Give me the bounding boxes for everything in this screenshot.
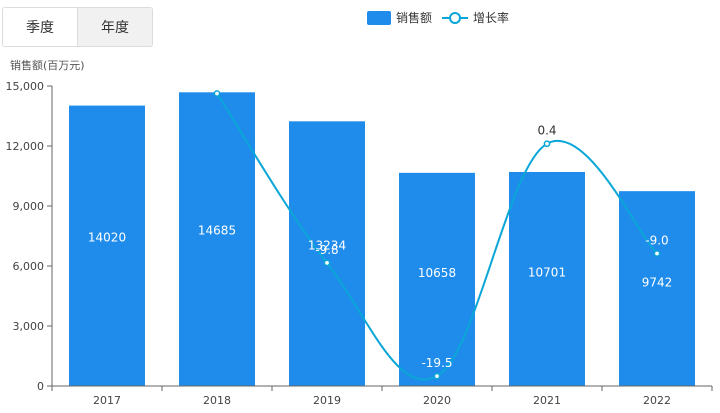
x-axis: 2017 2018 2019 2020 2021 2022 — [51, 385, 713, 407]
bar-value-label: 10701 — [528, 266, 566, 280]
bar-2018 — [179, 92, 255, 387]
bar-value-label: 10658 — [418, 266, 456, 280]
bar-2022 — [619, 191, 695, 386]
y-tick-label: 0 — [37, 380, 44, 393]
y-tick-label: 3,000 — [13, 320, 45, 333]
bar-value-label: 13234 — [308, 239, 346, 253]
growth-point-2021 — [543, 140, 551, 148]
growth-value-label: -9.0 — [645, 234, 668, 248]
y-tick-label: 12,000 — [6, 140, 45, 153]
growth-value-label: -9.8 — [315, 243, 338, 257]
legend-swatch-sales — [367, 11, 391, 25]
period-tabs: 季度 年度 — [2, 7, 153, 47]
growth-point-2020 — [433, 372, 441, 380]
growth-value-label: 4.7 — [207, 74, 226, 88]
bar-value-label: 9742 — [642, 276, 673, 290]
y-tick-label: 15,000 — [6, 80, 45, 93]
legend-marker-growth — [449, 12, 461, 24]
growth-point-2018 — [213, 90, 221, 97]
legend: 销售额 增长率 — [367, 10, 509, 25]
growth-point-2022 — [653, 250, 661, 257]
legend-label-sales[interactable]: 销售额 — [396, 10, 432, 25]
bar-value-label: 14685 — [198, 223, 236, 237]
bar-2017 — [69, 105, 145, 386]
bar-2020 — [399, 172, 475, 386]
x-tick-label: 2018 — [203, 394, 231, 407]
x-tick-label: 2017 — [93, 394, 121, 407]
x-tick-label: 2020 — [423, 394, 451, 407]
growth-line — [213, 90, 661, 381]
bar-value-label: 14020 — [88, 230, 126, 244]
tab-year[interactable]: 年度 — [77, 8, 152, 46]
x-tick-label: 2019 — [313, 394, 341, 407]
growth-value-label: -19.5 — [421, 356, 452, 370]
legend-label-growth[interactable]: 增长率 — [473, 10, 509, 25]
y-tick-label: 9,000 — [13, 200, 45, 213]
y-axis: 0 3,000 6,000 9,000 12,000 15,000 — [6, 80, 53, 393]
tab-quarter[interactable]: 季度 — [3, 8, 77, 46]
y-tick-label: 6,000 — [13, 260, 45, 273]
bars — [69, 92, 695, 387]
growth-point-2019 — [323, 259, 331, 267]
growth-value-label: 0.4 — [537, 124, 556, 138]
y-axis-label: 销售额(百万元) — [10, 58, 85, 72]
x-tick-label: 2021 — [533, 394, 561, 407]
bar-2021 — [509, 171, 585, 386]
x-tick-label: 2022 — [643, 394, 671, 407]
bar-2019 — [289, 121, 365, 386]
data-labels: 14020 14685 13234 10658 10701 9742 4.7 -9.8 -19.… — [88, 74, 672, 371]
